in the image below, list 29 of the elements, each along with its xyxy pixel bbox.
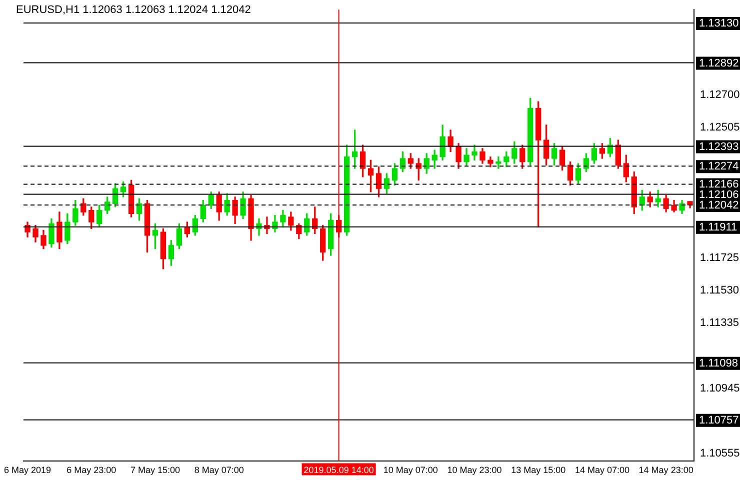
ref-line-label: 1.10757 [699, 414, 739, 426]
x-tick-label: 2019.05.09 14:00 [304, 465, 374, 476]
y-tick-label: 1.12505 [700, 122, 740, 134]
x-tick-label: 13 May 15:00 [511, 465, 566, 476]
x-tick-label: 6 May 23:00 [66, 465, 116, 476]
x-tick-label: 7 May 15:00 [130, 465, 180, 476]
ref-line-label: 1.12106 [699, 188, 739, 201]
y-tick-label: 1.10945 [700, 382, 740, 394]
ref-line-label: 1.11098 [699, 357, 738, 370]
x-tick-label: 8 May 07:00 [194, 465, 244, 476]
x-tick-label: 10 May 23:00 [447, 465, 502, 476]
chart-title: EURUSD,H1 1.12063 1.12063 1.12024 1.12042 [14, 4, 253, 16]
y-tick-label: 1.12700 [700, 88, 740, 101]
candlestick [496, 156, 502, 169]
y-tick-label: 1.10555 [700, 448, 740, 460]
ref-line-label: 1.11911 [699, 221, 738, 234]
ref-line-label: 1.12166 [699, 178, 739, 191]
ref-line-label: 1.12892 [699, 57, 739, 70]
ref-line-label: 1.13130 [699, 18, 739, 30]
ref-line-label: 1.12042 [699, 199, 739, 212]
x-tick-label: 10 May 07:00 [383, 465, 438, 476]
x-tick-label: 14 May 23:00 [638, 465, 694, 476]
y-tick-label: 1.11335 [700, 317, 739, 330]
y-tick-label: 1.11725 [700, 252, 739, 264]
ref-line-label: 1.12274 [699, 160, 739, 173]
y-tick-label: 1.11530 [700, 284, 739, 297]
ref-line-label: 1.12393 [699, 140, 739, 153]
x-tick-label: 14 May 07:00 [574, 465, 630, 476]
x-tick-label: 6 May 2019 [4, 465, 52, 476]
